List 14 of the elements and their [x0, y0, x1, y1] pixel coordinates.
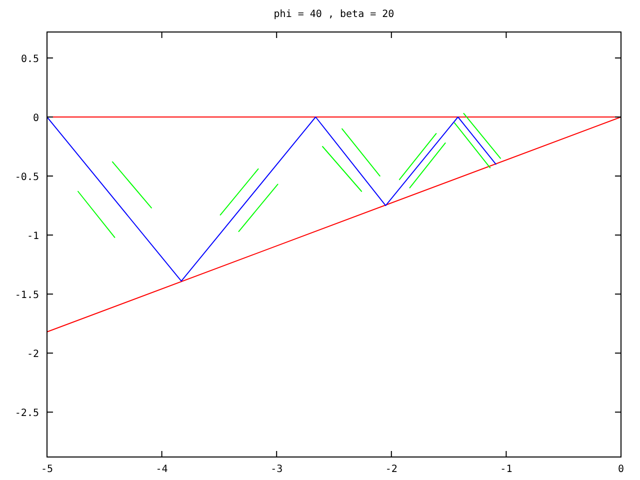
x-tick-label: 0 [618, 464, 624, 475]
x-tick-label: -5 [40, 464, 54, 475]
y-tick-label: 0.5 [20, 54, 39, 65]
y-tick-label: -1 [26, 231, 39, 242]
y-tick-label: -2.5 [14, 408, 39, 420]
y-tick-label: -2 [26, 349, 39, 360]
x-tick-label: -1 [500, 464, 512, 475]
x-tick-label: -4 [156, 464, 168, 475]
x-tick-label: -2 [385, 464, 398, 475]
y-tick-label: -0.5 [14, 172, 39, 184]
y-tick-label: -1.5 [14, 290, 39, 302]
x-tick-label: -3 [270, 464, 283, 475]
chart-title: phi = 40 , beta = 20 [274, 9, 394, 20]
y-tick-label: 0 [32, 113, 39, 124]
